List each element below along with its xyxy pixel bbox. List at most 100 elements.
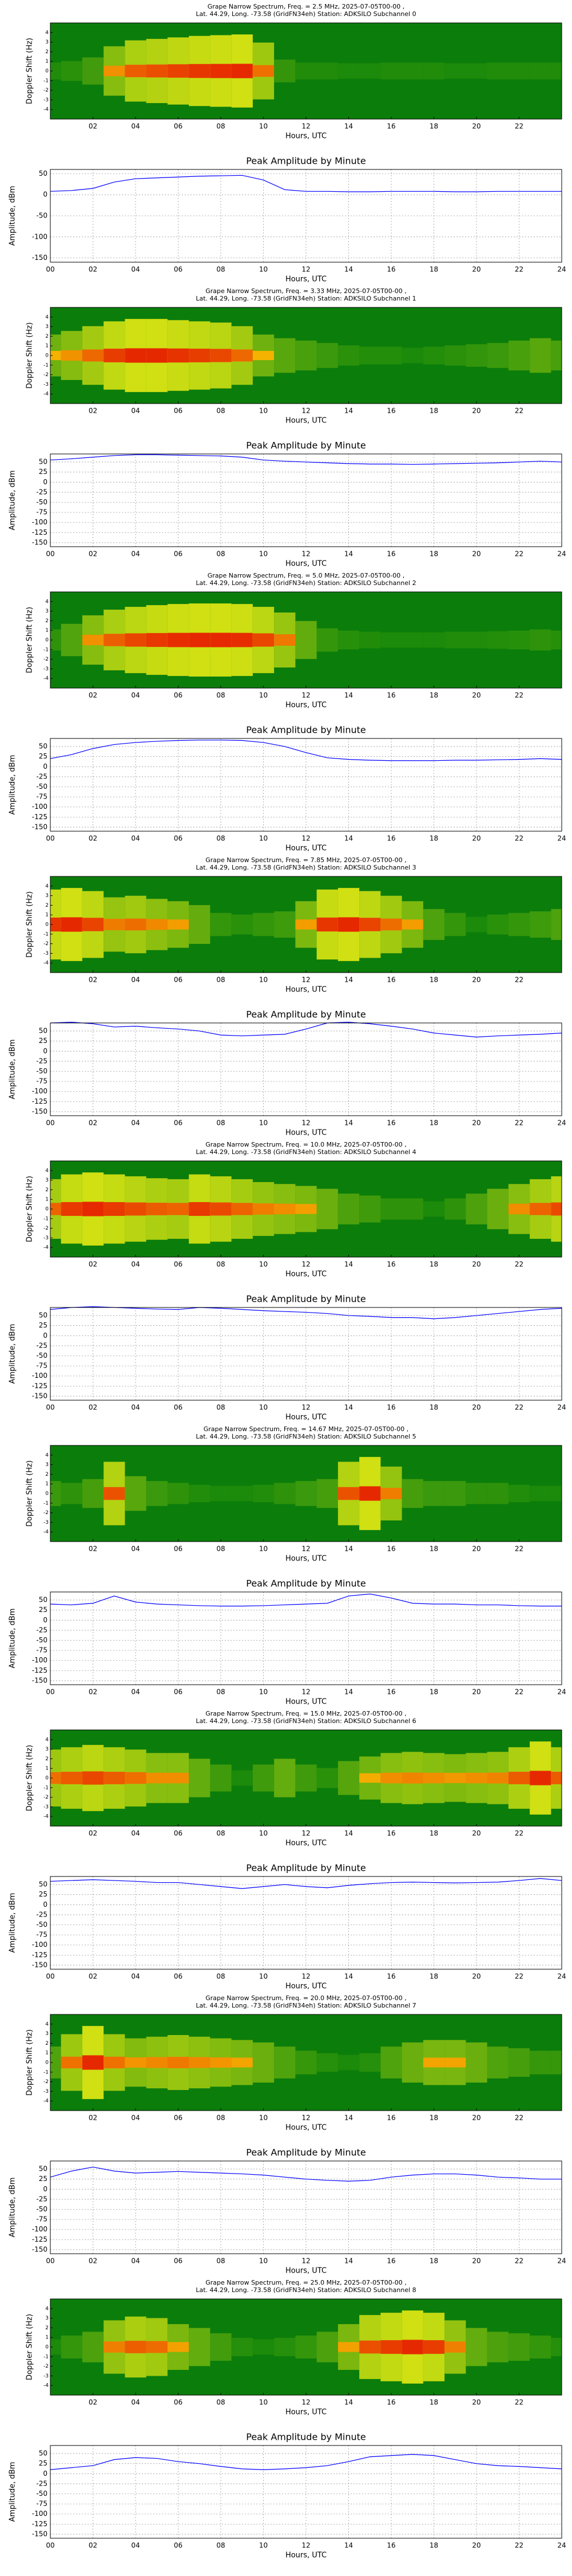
spectrum-band	[423, 1201, 445, 1217]
spectrum-peak	[125, 1202, 146, 1216]
y-tick-label: -100	[32, 1087, 47, 1095]
y-tick-label: 3	[45, 1462, 49, 1468]
y-tick-label: -4	[43, 1814, 49, 1820]
spectrum-band	[380, 2046, 402, 2079]
spectrum-band	[316, 1479, 338, 1508]
spectrum-band	[508, 912, 530, 937]
x-axis-label: Hours, UTC	[285, 1413, 327, 1422]
spectrum-band	[530, 629, 551, 651]
y-tick-label: -4	[43, 107, 49, 113]
x-tick-label: 02	[89, 1973, 97, 1981]
spectrum-peak	[104, 2056, 125, 2069]
plot-frame	[50, 2445, 562, 2539]
x-tick-label: 20	[472, 835, 480, 843]
y-tick-label: -150	[32, 1961, 47, 1969]
x-tick-label: 12	[301, 407, 310, 415]
x-tick-label: 18	[430, 2542, 438, 2550]
spectrum-peak	[337, 2342, 360, 2352]
y-tick-label: 2	[45, 49, 49, 55]
spectrum-band	[402, 1198, 423, 1220]
spectrum-peak	[146, 2341, 168, 2353]
x-tick-label: 06	[174, 1119, 182, 1127]
x-tick-label: 04	[131, 835, 140, 843]
x-tick-label: 14	[344, 266, 353, 274]
x-tick-label: 08	[216, 692, 225, 700]
y-tick-label: -150	[32, 823, 47, 831]
spectrum-band	[316, 1188, 338, 1230]
spectrum-band	[231, 2337, 253, 2357]
x-tick-label: 20	[472, 2542, 480, 2550]
y-tick-label: 0	[45, 1207, 49, 1212]
x-tick-label: 02	[89, 266, 97, 274]
x-tick-label: 20	[472, 1688, 480, 1696]
y-tick-label: -75	[36, 508, 47, 516]
x-tick-label: 20	[472, 407, 480, 415]
y-axis-label: Doppler Shift (Hz)	[26, 607, 34, 673]
x-tick-label: 08	[216, 2114, 225, 2122]
x-tick-label: 02	[89, 1688, 97, 1696]
y-tick-label: 3	[45, 39, 49, 45]
x-tick-label: 04	[131, 1688, 140, 1696]
y-tick-label: -4	[43, 392, 49, 397]
spectrum-band	[210, 912, 232, 937]
spectrum-peak	[295, 919, 317, 930]
x-tick-label: 18	[430, 1545, 438, 1553]
x-axis-label: Hours, UTC	[285, 1982, 327, 1991]
x-tick-label: 20	[472, 976, 480, 984]
x-tick-label: 20	[472, 550, 480, 558]
y-tick-label: -150	[32, 1392, 47, 1400]
spectrum-band	[487, 343, 509, 368]
x-tick-label: 08	[216, 123, 225, 131]
y-tick-label: -100	[32, 518, 47, 526]
spectrum-peak	[125, 65, 146, 77]
spectrum-peak	[252, 633, 275, 647]
y-tick-label: 1	[45, 2050, 49, 2056]
spectrum-band	[210, 1485, 232, 1502]
y-tick-label: -2	[43, 88, 49, 93]
y-tick-label: -3	[43, 1520, 49, 1526]
y-axis-label: Doppler Shift (Hz)	[26, 1460, 34, 1527]
x-tick-label: 14	[344, 1973, 353, 1981]
spectrum-peak	[359, 918, 381, 931]
spectrum-band	[295, 1764, 317, 1792]
spectrum-peak	[337, 1487, 360, 1500]
x-tick-label: 14	[344, 1830, 353, 1838]
y-tick-label: -3	[43, 666, 49, 672]
y-tick-label: -4	[43, 1530, 49, 1535]
spectrum-band	[274, 338, 296, 373]
spectrum-band	[61, 61, 82, 81]
y-tick-label: -50	[36, 1067, 47, 1075]
y-axis-label: Amplitude, dBm	[9, 1893, 17, 1953]
amplitude-line	[50, 740, 562, 761]
spectrum-peak	[423, 1772, 445, 1784]
x-tick-label: 10	[259, 1261, 268, 1269]
spectrum-peak	[423, 2057, 445, 2068]
spectrum-band	[295, 1481, 317, 1506]
y-tick-label: -50	[36, 498, 47, 506]
spectrum-band	[210, 2333, 232, 2361]
spectrum-peak	[210, 1202, 232, 1216]
x-tick-label: 06	[174, 692, 182, 700]
chart-subtitle: Lat. 44.29, Long. -73.58 (GridFN34eh) St…	[196, 864, 416, 871]
x-tick-label: 06	[174, 1688, 182, 1696]
spectrum-peak	[359, 1486, 381, 1501]
spectrum-band	[295, 340, 317, 371]
spectrum-band	[466, 1194, 487, 1224]
spectrum-band	[252, 1484, 275, 1503]
spectrum-peak	[104, 349, 125, 362]
spectrum-peak	[231, 349, 253, 362]
y-tick-label: 0	[43, 191, 47, 199]
x-tick-label: 06	[174, 1830, 182, 1838]
chart-title: Peak Amplitude by Minute	[246, 156, 366, 167]
spectrum-peak	[167, 633, 189, 647]
spectrum-peak	[146, 1772, 168, 1784]
x-tick-label: 12	[301, 266, 310, 274]
spectrum-band	[252, 2339, 275, 2355]
x-tick-label: 06	[174, 2542, 182, 2550]
x-tick-label: 10	[259, 550, 268, 558]
y-tick-label: -4	[43, 1245, 49, 1251]
x-tick-label: 20	[472, 1973, 480, 1981]
x-tick-label: 22	[515, 835, 523, 843]
y-tick-label: 0	[43, 1332, 47, 1340]
y-tick-label: 0	[45, 922, 49, 928]
